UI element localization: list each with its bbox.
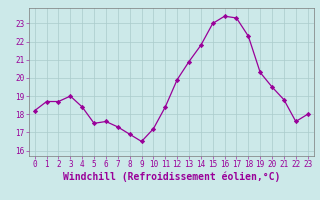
X-axis label: Windchill (Refroidissement éolien,°C): Windchill (Refroidissement éolien,°C) bbox=[62, 172, 280, 182]
